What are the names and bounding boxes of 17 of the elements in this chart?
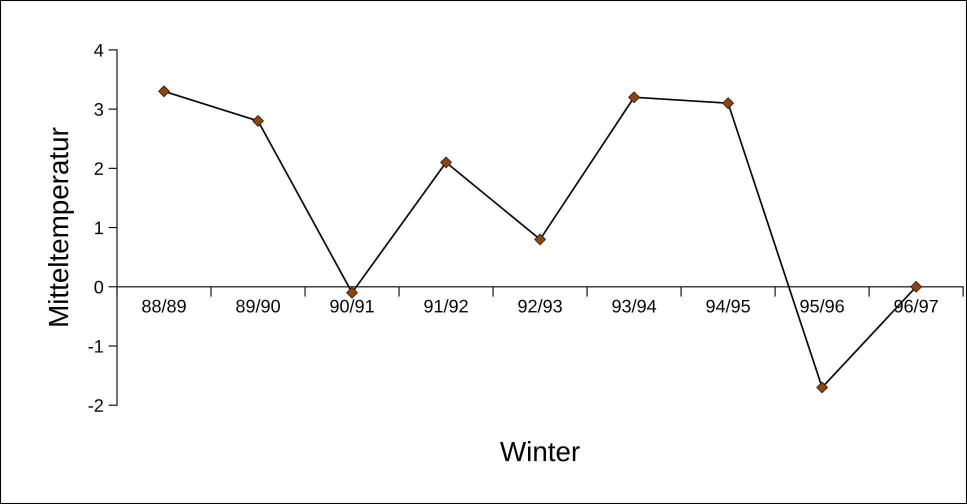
x-tick-label: 89/90 (236, 299, 280, 313)
y-tick-label: -2 (88, 399, 103, 412)
x-tick-label: 91/92 (424, 299, 468, 313)
y-tick-label: -1 (88, 340, 103, 353)
y-tick-label: 0 (94, 280, 104, 294)
y-tick-label: 1 (95, 222, 103, 234)
x-tick-label: 95/96 (800, 299, 844, 313)
x-axis-title: Winter (500, 441, 580, 462)
y-tick-label: 2 (94, 162, 103, 175)
x-tick-label: 88/89 (142, 299, 186, 313)
x-tick-label: 93/94 (612, 299, 656, 313)
y-tick-label: 3 (94, 103, 104, 116)
x-tick-label: 92/93 (518, 299, 562, 313)
y-tick-label: 4 (94, 44, 104, 56)
x-tick-label: 90/91 (330, 299, 374, 313)
x-tick-label: 94/95 (706, 299, 750, 313)
y-axis-title: Mitteltemperatur (48, 128, 74, 326)
